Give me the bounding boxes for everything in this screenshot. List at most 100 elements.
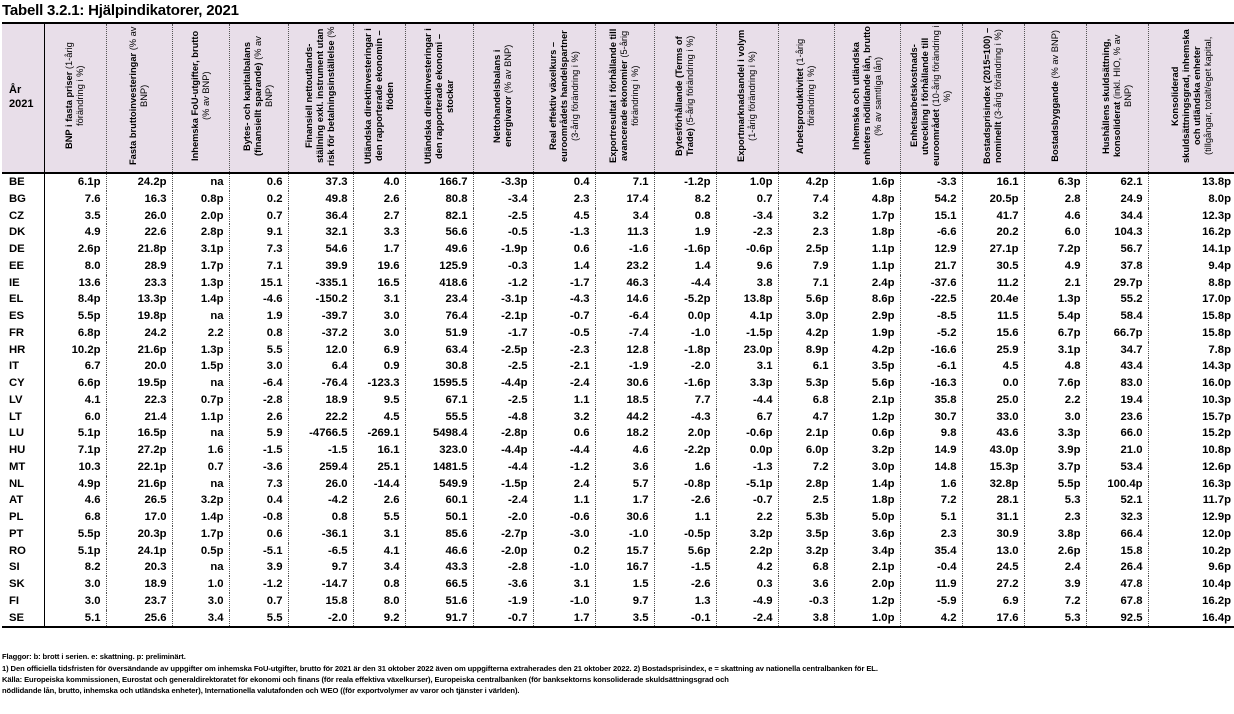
cell: 4.9p — [43, 475, 106, 493]
cell: -39.7 — [287, 308, 353, 325]
row-label: AT — [2, 492, 44, 509]
cell: 9.4p — [1147, 257, 1234, 275]
cell: 16.1 — [352, 442, 405, 459]
cell: -2.8 — [228, 391, 288, 409]
cell: -1.5 — [228, 442, 288, 459]
cell: 10.2p — [43, 341, 106, 359]
cell: 1.4p — [171, 291, 229, 308]
row-label: ES — [2, 308, 44, 325]
row-label: HU — [2, 442, 44, 459]
cell: 13.8p — [715, 291, 778, 308]
cell: 16.1 — [961, 173, 1024, 191]
cell: -16.6 — [899, 341, 962, 359]
cell: 30.8 — [404, 358, 473, 375]
cell: 14.6 — [594, 291, 654, 308]
cell: 3.8p — [1023, 525, 1086, 543]
cell: -150.2 — [287, 291, 353, 308]
column-header: Utländska direktinvesteringar i den rapp… — [352, 22, 405, 174]
cell: 25.0 — [961, 391, 1024, 409]
column-header-main: Exportmarknadsandel i volym — [736, 29, 747, 162]
cell: 49.8 — [287, 190, 353, 208]
cell: 2.1p — [777, 425, 834, 442]
column-header: Utländska direktinvesteringar i den rapp… — [404, 22, 473, 174]
table-row: AT 4.6 26.5 3.2p 0.4 -4.2 2.6 60.1 -2.4 1.1 1.7 -2.… — [2, 492, 1234, 509]
column-header-main: Arbetsproduktivitet — [795, 67, 806, 154]
table-row: LT 6.0 21.4 1.1p 2.6 22.2 4.5 55.5 -4.8 3.2 44.2 -4… — [2, 408, 1234, 426]
cell: -16.3 — [899, 375, 962, 392]
cell: -4.9 — [715, 592, 778, 610]
table-header: År 2021 BNP i fasta priser (1-årig förän… — [2, 22, 1234, 174]
cell: 17.6 — [961, 609, 1024, 629]
cell: 1.5 — [594, 576, 654, 593]
row-label: CY — [2, 375, 44, 392]
column-header-main: Bostadsbyggande — [1049, 80, 1060, 162]
cell: 3.0 — [43, 576, 106, 593]
cell: 1.5p — [171, 358, 229, 375]
cell: 4.9 — [1023, 257, 1086, 275]
cell: 63.4 — [404, 341, 473, 359]
cell: -5.1 — [228, 542, 288, 560]
cell: 5.3 — [1023, 609, 1086, 629]
cell: -1.9 — [472, 592, 533, 610]
cell: 5.5p — [43, 308, 106, 325]
cell: 3.0 — [228, 358, 288, 375]
cell: 0.7 — [228, 592, 288, 610]
cell: -2.1 — [532, 358, 595, 375]
cell: 7.1 — [777, 274, 834, 292]
cell: na — [171, 375, 229, 392]
cell: 7.6 — [43, 190, 106, 208]
cell: -1.9 — [594, 358, 654, 375]
cell: -2.0 — [472, 509, 533, 526]
cell: 0.8 — [287, 509, 353, 526]
cell: -1.6p — [653, 241, 716, 258]
column-header: Bytesförhållande (Terms of Trade) (5-åri… — [653, 22, 716, 174]
cell: 25.6 — [105, 609, 172, 629]
cell: 19.5p — [105, 375, 172, 392]
cell: 4.2 — [715, 559, 778, 576]
cell: 3.6 — [777, 576, 834, 593]
cell: -0.6p — [715, 241, 778, 258]
cell: 3.6p — [833, 525, 900, 543]
cell: -2.3 — [532, 341, 595, 359]
cell: 17.0 — [105, 509, 172, 526]
cell: 2.1p — [833, 559, 900, 576]
cell: 4.2p — [833, 341, 900, 359]
table-row: HU 7.1p 27.2p 1.6 -1.5 -1.5 16.1 323.0 -4.4p -4.4… — [2, 442, 1234, 459]
cell: -4.4 — [472, 458, 533, 476]
cell: -1.2 — [472, 274, 533, 292]
cell: 1.9 — [228, 308, 288, 325]
cell: 36.4 — [287, 207, 353, 225]
cell: 2.3 — [532, 190, 595, 208]
cell: -0.4 — [899, 559, 962, 576]
cell: -1.6p — [653, 375, 716, 392]
row-label: SI — [2, 559, 44, 576]
cell: 15.2p — [1147, 425, 1234, 442]
row-label: LU — [2, 425, 44, 442]
cell: 6.8 — [777, 391, 834, 409]
cell: -1.5p — [715, 324, 778, 342]
cell: 5.6p — [653, 542, 716, 560]
cell: 15.1 — [899, 207, 962, 225]
cell: 19.4 — [1085, 391, 1148, 409]
cell: 29.7p — [1085, 274, 1148, 292]
cell: 25.1 — [352, 458, 405, 476]
column-header: Inhemska FoU-utgifter, brutto (% av BNP) — [171, 22, 229, 174]
table-row: EL 8.4p 13.3p 1.4p -4.6 -150.2 3.1 23.4 -3.1p -4.… — [2, 291, 1234, 308]
cell: 0.5p — [171, 542, 229, 560]
cell: 3.0p — [833, 458, 900, 476]
cell: 4.7 — [777, 408, 834, 426]
cell: 4.0 — [352, 173, 405, 191]
cell: 16.2p — [1147, 224, 1234, 241]
cell: 12.8 — [594, 341, 654, 359]
cell: 0.9 — [352, 358, 405, 375]
cell: 6.7 — [43, 358, 106, 375]
cell: 4.5 — [961, 358, 1024, 375]
table-row: DK 4.9 22.6 2.8p 9.1 32.1 3.3 56.6 -0.5 -1.3 11.3 1… — [2, 224, 1234, 241]
cell: 1.2p — [833, 408, 900, 426]
cell: 13.0 — [961, 542, 1024, 560]
cell: 6.8p — [43, 324, 106, 342]
cell: -3.4 — [472, 190, 533, 208]
cell: 23.7 — [105, 592, 172, 610]
cell: 80.8 — [404, 190, 473, 208]
cell: 4.6 — [1023, 207, 1086, 225]
